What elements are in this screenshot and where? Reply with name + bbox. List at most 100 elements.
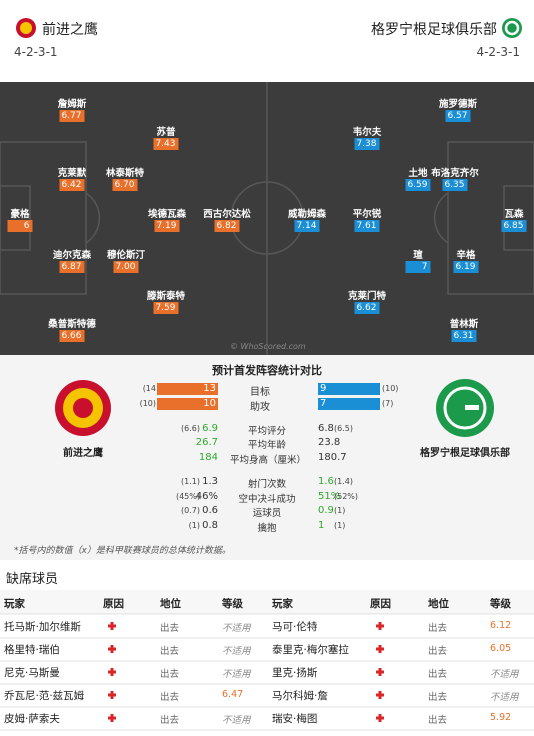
player-name: 瓦森	[504, 209, 524, 220]
player-name: 苏普	[156, 127, 176, 138]
column-header: 原因	[103, 598, 124, 610]
away-bar	[318, 398, 380, 410]
away-value: 51%	[318, 491, 341, 502]
rating: 不适用	[222, 623, 251, 634]
column-header: 地位	[160, 598, 181, 610]
player-rating: 6.77	[59, 110, 85, 122]
formation: 4-2-3-1	[14, 45, 58, 59]
player-rating: 7.19	[154, 220, 180, 232]
player-rating: 7.61	[354, 220, 380, 232]
player-name: 泰里克·梅尔塞拉	[272, 644, 349, 656]
player-rating: 6.62	[354, 302, 380, 314]
home-bar	[157, 383, 218, 395]
league-value: (6.5)	[334, 424, 353, 433]
away-bar	[318, 383, 380, 395]
player-name: 里克·扬斯	[272, 667, 318, 679]
status: 出去	[428, 692, 448, 703]
away-crest	[436, 379, 494, 437]
left-box	[0, 141, 87, 295]
away-value: 9	[320, 383, 327, 394]
team-name: 格罗宁根足球俱乐部	[420, 448, 510, 459]
player-rating: 6.59	[405, 179, 431, 191]
watermark: © WhoScored.com	[230, 342, 306, 351]
rating: 6.12	[490, 620, 512, 631]
player-rating: 7.14	[294, 220, 320, 232]
player-rating: 7	[405, 261, 431, 273]
injury-icon	[376, 714, 384, 722]
player-name: 克莱默	[57, 168, 87, 179]
player-name: 林泰斯特	[105, 168, 145, 179]
league-value: (1)	[188, 521, 200, 530]
pitch	[0, 82, 534, 355]
stat-label: 平均年龄	[247, 440, 286, 451]
player-name: 乔瓦尼·范·兹瓦姆	[4, 690, 85, 702]
player-rating: 6.31	[451, 330, 477, 342]
injury-icon	[108, 691, 116, 699]
player-name: 迪尔克森	[52, 250, 92, 261]
player-rating: 6.57	[445, 110, 471, 122]
player-rating: 6	[7, 220, 33, 232]
footnote: *括号内的数值（x）是科甲联赛球员的总体统计数据。	[14, 546, 231, 556]
team-name: 前进之鹰	[63, 448, 103, 459]
rating: 不适用	[222, 669, 251, 680]
player-name: 土地	[408, 168, 428, 179]
centre-circle	[230, 181, 304, 255]
player-name: 埃德瓦森	[147, 209, 187, 220]
away-value: 23.8	[318, 437, 341, 448]
crest-g-bar	[465, 405, 479, 410]
player-rating: 7.59	[153, 302, 179, 314]
player-rating: 6.82	[214, 220, 240, 232]
column-header: 玩家	[272, 598, 293, 610]
player-rating: 6.87	[59, 261, 85, 273]
player-name: 穆伦斯汀	[106, 250, 146, 261]
status: 出去	[428, 715, 448, 726]
injury-icon	[376, 668, 384, 676]
home-value: 13	[203, 383, 216, 394]
player-rating: 7.43	[153, 138, 179, 150]
league-value: (45%)	[175, 492, 200, 501]
rating: 不适用	[490, 692, 519, 703]
player-name: 滕斯泰特	[146, 291, 186, 302]
home-logo-inner	[20, 22, 32, 34]
player-name: 瑞安·梅图	[272, 713, 318, 725]
player-name: 辛格	[456, 250, 476, 261]
stat-label: 射门次数	[247, 479, 286, 490]
column-header: 等级	[222, 598, 243, 610]
league-value: (6.6)	[181, 424, 200, 433]
player-name: 瑄	[413, 250, 423, 261]
status: 出去	[428, 646, 448, 657]
player-name: 桑普斯特德	[48, 319, 96, 330]
injury-icon	[108, 714, 116, 722]
league-value: (0.7)	[181, 506, 200, 515]
away-value: 180.7	[318, 452, 347, 463]
stat-label: 目标	[250, 387, 270, 398]
header-bg	[0, 0, 534, 82]
league-value: (1.1)	[181, 477, 200, 486]
home-crest	[55, 380, 111, 436]
player-name: 皮姆·萨索夫	[4, 713, 60, 725]
status: 出去	[160, 623, 180, 634]
league-value: (10)	[382, 384, 399, 393]
section-title: 预计首发阵容统计对比	[212, 364, 322, 377]
column-header: 地位	[428, 598, 449, 610]
pitch-lines	[0, 82, 534, 355]
stat-label: 助攻	[250, 402, 270, 413]
player-rating: 6.35	[442, 179, 468, 191]
rating: 5.92	[490, 712, 512, 723]
player-name: 豪格	[10, 209, 30, 220]
player-name: 布洛克齐尔	[431, 168, 479, 179]
left-six	[0, 185, 31, 251]
stat-label: 空中决斗成功	[238, 494, 296, 505]
away-value: 0.9	[318, 505, 334, 516]
rating: 不适用	[490, 669, 519, 680]
player-rating: 6.42	[59, 179, 85, 191]
league-value: (14	[142, 384, 156, 393]
home-value: 46%	[195, 491, 218, 502]
player-name: 格里特·瑞伯	[4, 644, 60, 656]
column-header: 等级	[490, 598, 511, 610]
stat-label: 擒抱	[257, 523, 277, 534]
away-value: 6.8	[318, 423, 334, 434]
column-header: 玩家	[4, 598, 25, 610]
